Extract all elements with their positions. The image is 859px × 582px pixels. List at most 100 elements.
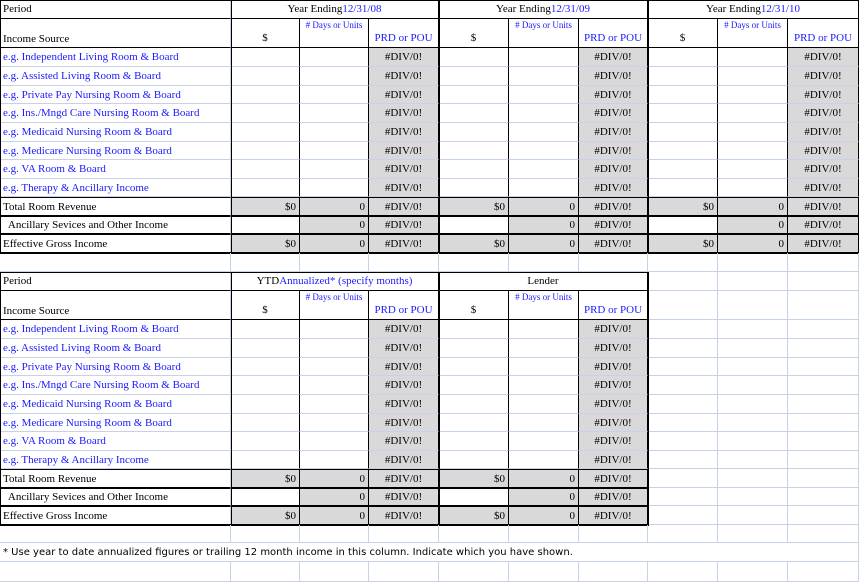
dollars-input[interactable] [439,123,509,142]
empty-cell[interactable] [509,253,579,272]
dollars-input[interactable] [231,451,300,469]
days-units-input[interactable] [718,104,788,123]
days-units-input[interactable] [509,179,579,197]
days-units-input[interactable] [300,451,369,469]
empty-cell[interactable] [369,562,439,582]
empty-cell[interactable] [788,272,859,291]
days-units-input[interactable] [509,160,579,179]
dollars-input[interactable] [648,216,718,234]
empty-cell[interactable] [439,253,509,272]
dollars-input[interactable] [231,104,300,123]
dollars-input[interactable] [439,339,509,358]
days-units-input[interactable] [300,339,369,358]
dollars-input[interactable] [439,179,509,197]
empty-cell[interactable] [718,358,788,376]
empty-cell[interactable] [648,562,718,582]
days-units-input[interactable] [509,414,579,432]
days-units-input[interactable] [509,86,579,104]
days-units-input[interactable] [509,104,579,123]
dollars-input[interactable] [231,123,300,142]
empty-cell[interactable] [231,562,300,582]
dollars-input[interactable] [648,142,718,160]
days-units-input[interactable] [509,451,579,469]
dollars-input[interactable] [439,451,509,469]
empty-cell[interactable] [788,506,859,525]
empty-cell[interactable] [0,562,231,582]
dollars-input[interactable] [231,86,300,104]
empty-cell[interactable] [369,253,439,272]
dollars-input[interactable] [231,339,300,358]
days-units-input[interactable] [300,358,369,376]
days-units-input[interactable] [300,123,369,142]
dollars-input[interactable] [439,48,509,67]
days-units-input[interactable] [718,86,788,104]
dollars-input[interactable] [231,48,300,67]
dollars-input[interactable] [231,414,300,432]
days-units-input[interactable] [509,123,579,142]
empty-cell[interactable] [718,320,788,339]
empty-cell[interactable] [718,339,788,358]
empty-cell[interactable] [718,469,788,488]
days-units-input[interactable] [300,67,369,86]
empty-cell[interactable] [648,358,718,376]
dollars-input[interactable] [231,67,300,86]
dollars-input[interactable] [231,488,300,506]
days-units-input[interactable] [300,414,369,432]
empty-cell[interactable] [718,488,788,506]
days-units-input[interactable] [300,376,369,395]
dollars-input[interactable] [439,414,509,432]
dollars-input[interactable] [439,376,509,395]
days-units-input[interactable] [718,142,788,160]
dollars-input[interactable] [231,320,300,339]
empty-cell[interactable] [788,414,859,432]
empty-cell[interactable] [509,525,579,543]
empty-cell[interactable] [579,562,648,582]
empty-cell[interactable] [788,395,859,414]
empty-cell[interactable] [788,320,859,339]
empty-cell[interactable] [648,320,718,339]
days-units-input[interactable] [718,160,788,179]
empty-cell[interactable] [648,291,718,320]
days-units-input[interactable] [718,179,788,197]
empty-cell[interactable] [648,395,718,414]
days-units-input[interactable] [509,48,579,67]
days-units-input[interactable] [300,160,369,179]
empty-cell[interactable] [648,253,718,272]
empty-cell[interactable] [648,488,718,506]
days-units-input[interactable] [300,48,369,67]
dollars-input[interactable] [439,104,509,123]
dollars-input[interactable] [231,432,300,451]
empty-cell[interactable] [0,525,231,543]
days-units-input[interactable] [509,432,579,451]
empty-cell[interactable] [369,525,439,543]
empty-cell[interactable] [788,339,859,358]
empty-cell[interactable] [718,291,788,320]
dollars-input[interactable] [648,179,718,197]
empty-cell[interactable] [231,525,300,543]
empty-cell[interactable] [509,562,579,582]
empty-cell[interactable] [0,253,231,272]
dollars-input[interactable] [648,104,718,123]
empty-cell[interactable] [788,451,859,469]
dollars-input[interactable] [231,358,300,376]
empty-cell[interactable] [648,432,718,451]
days-units-input[interactable] [509,358,579,376]
days-units-input[interactable] [509,339,579,358]
empty-cell[interactable] [718,414,788,432]
dollars-input[interactable] [439,142,509,160]
empty-cell[interactable] [788,525,859,543]
empty-cell[interactable] [648,525,718,543]
dollars-input[interactable] [231,179,300,197]
empty-cell[interactable] [718,253,788,272]
days-units-input[interactable] [509,395,579,414]
empty-cell[interactable] [718,451,788,469]
dollars-input[interactable] [648,86,718,104]
days-units-input[interactable] [300,86,369,104]
days-units-input[interactable] [300,142,369,160]
dollars-input[interactable] [439,320,509,339]
days-units-input[interactable] [300,104,369,123]
dollars-input[interactable] [231,376,300,395]
dollars-input[interactable] [648,160,718,179]
empty-cell[interactable] [648,469,718,488]
dollars-input[interactable] [439,395,509,414]
